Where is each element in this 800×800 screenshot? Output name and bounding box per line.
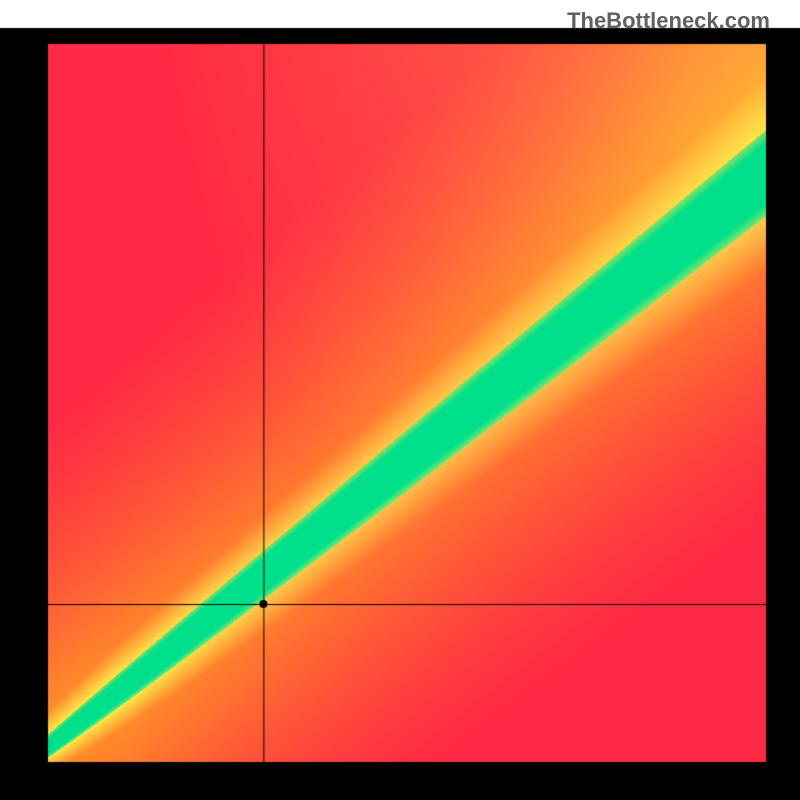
heatmap-canvas xyxy=(0,0,800,800)
chart-container: TheBottleneck.com xyxy=(0,0,800,800)
watermark-text: TheBottleneck.com xyxy=(567,8,770,34)
